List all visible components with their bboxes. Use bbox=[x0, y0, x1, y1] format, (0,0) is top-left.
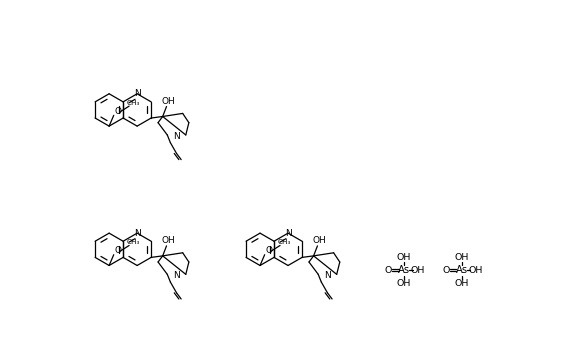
Text: OH: OH bbox=[468, 266, 483, 275]
Text: OH: OH bbox=[411, 266, 425, 275]
Text: N: N bbox=[134, 89, 141, 98]
Text: O: O bbox=[443, 266, 450, 275]
Text: CH₃: CH₃ bbox=[278, 240, 291, 245]
Text: O: O bbox=[385, 266, 392, 275]
Text: OH: OH bbox=[397, 279, 411, 288]
Text: OH: OH bbox=[455, 252, 469, 262]
Text: O: O bbox=[114, 246, 121, 255]
Text: O: O bbox=[114, 107, 121, 116]
Text: N: N bbox=[173, 132, 180, 141]
Text: N: N bbox=[285, 229, 291, 238]
Text: OH: OH bbox=[312, 236, 326, 245]
Text: As: As bbox=[456, 265, 468, 275]
Text: N: N bbox=[173, 271, 180, 280]
Text: OH: OH bbox=[161, 236, 175, 245]
Text: N: N bbox=[324, 271, 331, 280]
Text: CH₃: CH₃ bbox=[127, 240, 141, 245]
Text: CH₃: CH₃ bbox=[127, 100, 141, 106]
Text: OH: OH bbox=[455, 279, 469, 288]
Text: OH: OH bbox=[397, 252, 411, 262]
Text: O: O bbox=[265, 246, 272, 255]
Text: OH: OH bbox=[161, 97, 175, 106]
Text: As: As bbox=[398, 265, 410, 275]
Text: N: N bbox=[134, 229, 141, 238]
